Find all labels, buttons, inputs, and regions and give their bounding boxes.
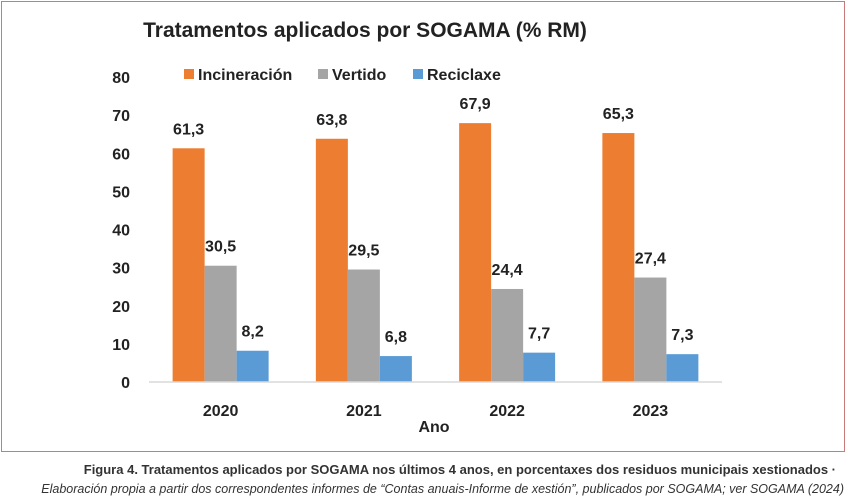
bar-vertido-2020 [204,265,237,382]
y-tick-label: 0 [121,375,130,392]
figure-source-note: Elaboración propia a partir dos correspo… [41,482,844,496]
legend-label: Reciclaxe [427,67,501,84]
x-tick-label: 2023 [633,403,669,420]
y-tick-label: 10 [112,337,130,354]
bar-reciclaxe-2023 [666,354,699,382]
x-tick-label: 2022 [489,403,525,420]
data-label: 63,8 [316,112,347,129]
data-label: 7,3 [671,327,693,344]
data-label: 6,8 [385,329,407,346]
legend-label: Incineración [198,67,292,84]
x-axis-label: Ano [418,419,449,436]
x-tick-label: 2021 [346,403,382,420]
y-tick-label: 20 [112,299,130,316]
data-label: 24,4 [492,262,523,279]
chart-title: Tratamentos aplicados por SOGAMA (% RM) [143,19,587,42]
y-tick-label: 70 [112,108,130,125]
y-axis: 0 10 20 30 40 50 60 70 80 [112,70,130,392]
data-label: 30,5 [205,239,236,256]
data-label: 67,9 [460,96,491,113]
bar-vertido-2023 [634,277,667,382]
figure-caption: Figura 4. Tratamentos aplicados por SOGA… [83,462,836,477]
bar-reciclaxe-2020 [236,350,269,382]
y-tick-label: 30 [112,261,130,278]
x-tick-label: 2020 [203,403,239,420]
y-tick-label: 60 [112,146,130,163]
legend-swatch [318,69,328,79]
bar-incineración-2022 [459,123,492,382]
bars: 61,3 30,5 8,2 63,8 29,5 6,8 67,9 24,4 7,7 65,3 27,… [172,96,699,382]
data-label: 8,2 [242,324,264,341]
data-label: 65,3 [603,106,634,123]
y-tick-label: 50 [112,184,130,201]
bar-incineración-2020 [172,148,205,382]
bar-vertido-2021 [347,269,380,382]
data-label: 29,5 [348,243,379,260]
legend: Incineración Vertido Reciclaxe [184,67,501,84]
data-label: 61,3 [173,121,204,138]
bar-reciclaxe-2022 [523,352,556,382]
bar-incineración-2023 [602,133,635,382]
y-tick-label: 80 [112,70,130,87]
bar-chart: Tratamentos aplicados por SOGAMA (% RM) … [112,19,722,436]
bar-reciclaxe-2021 [379,356,412,382]
legend-swatch [184,69,194,79]
x-axis: 2020 2021 2022 2023 [149,381,722,420]
y-tick-label: 40 [112,223,130,240]
legend-label: Vertido [332,67,386,84]
legend-swatch [413,69,423,79]
bar-incineración-2021 [315,138,348,382]
chart-frame: Tratamentos aplicados por SOGAMA (% RM) … [1,1,845,452]
bar-vertido-2022 [491,288,524,382]
data-label: 7,7 [528,326,550,343]
data-label: 27,4 [635,251,666,268]
